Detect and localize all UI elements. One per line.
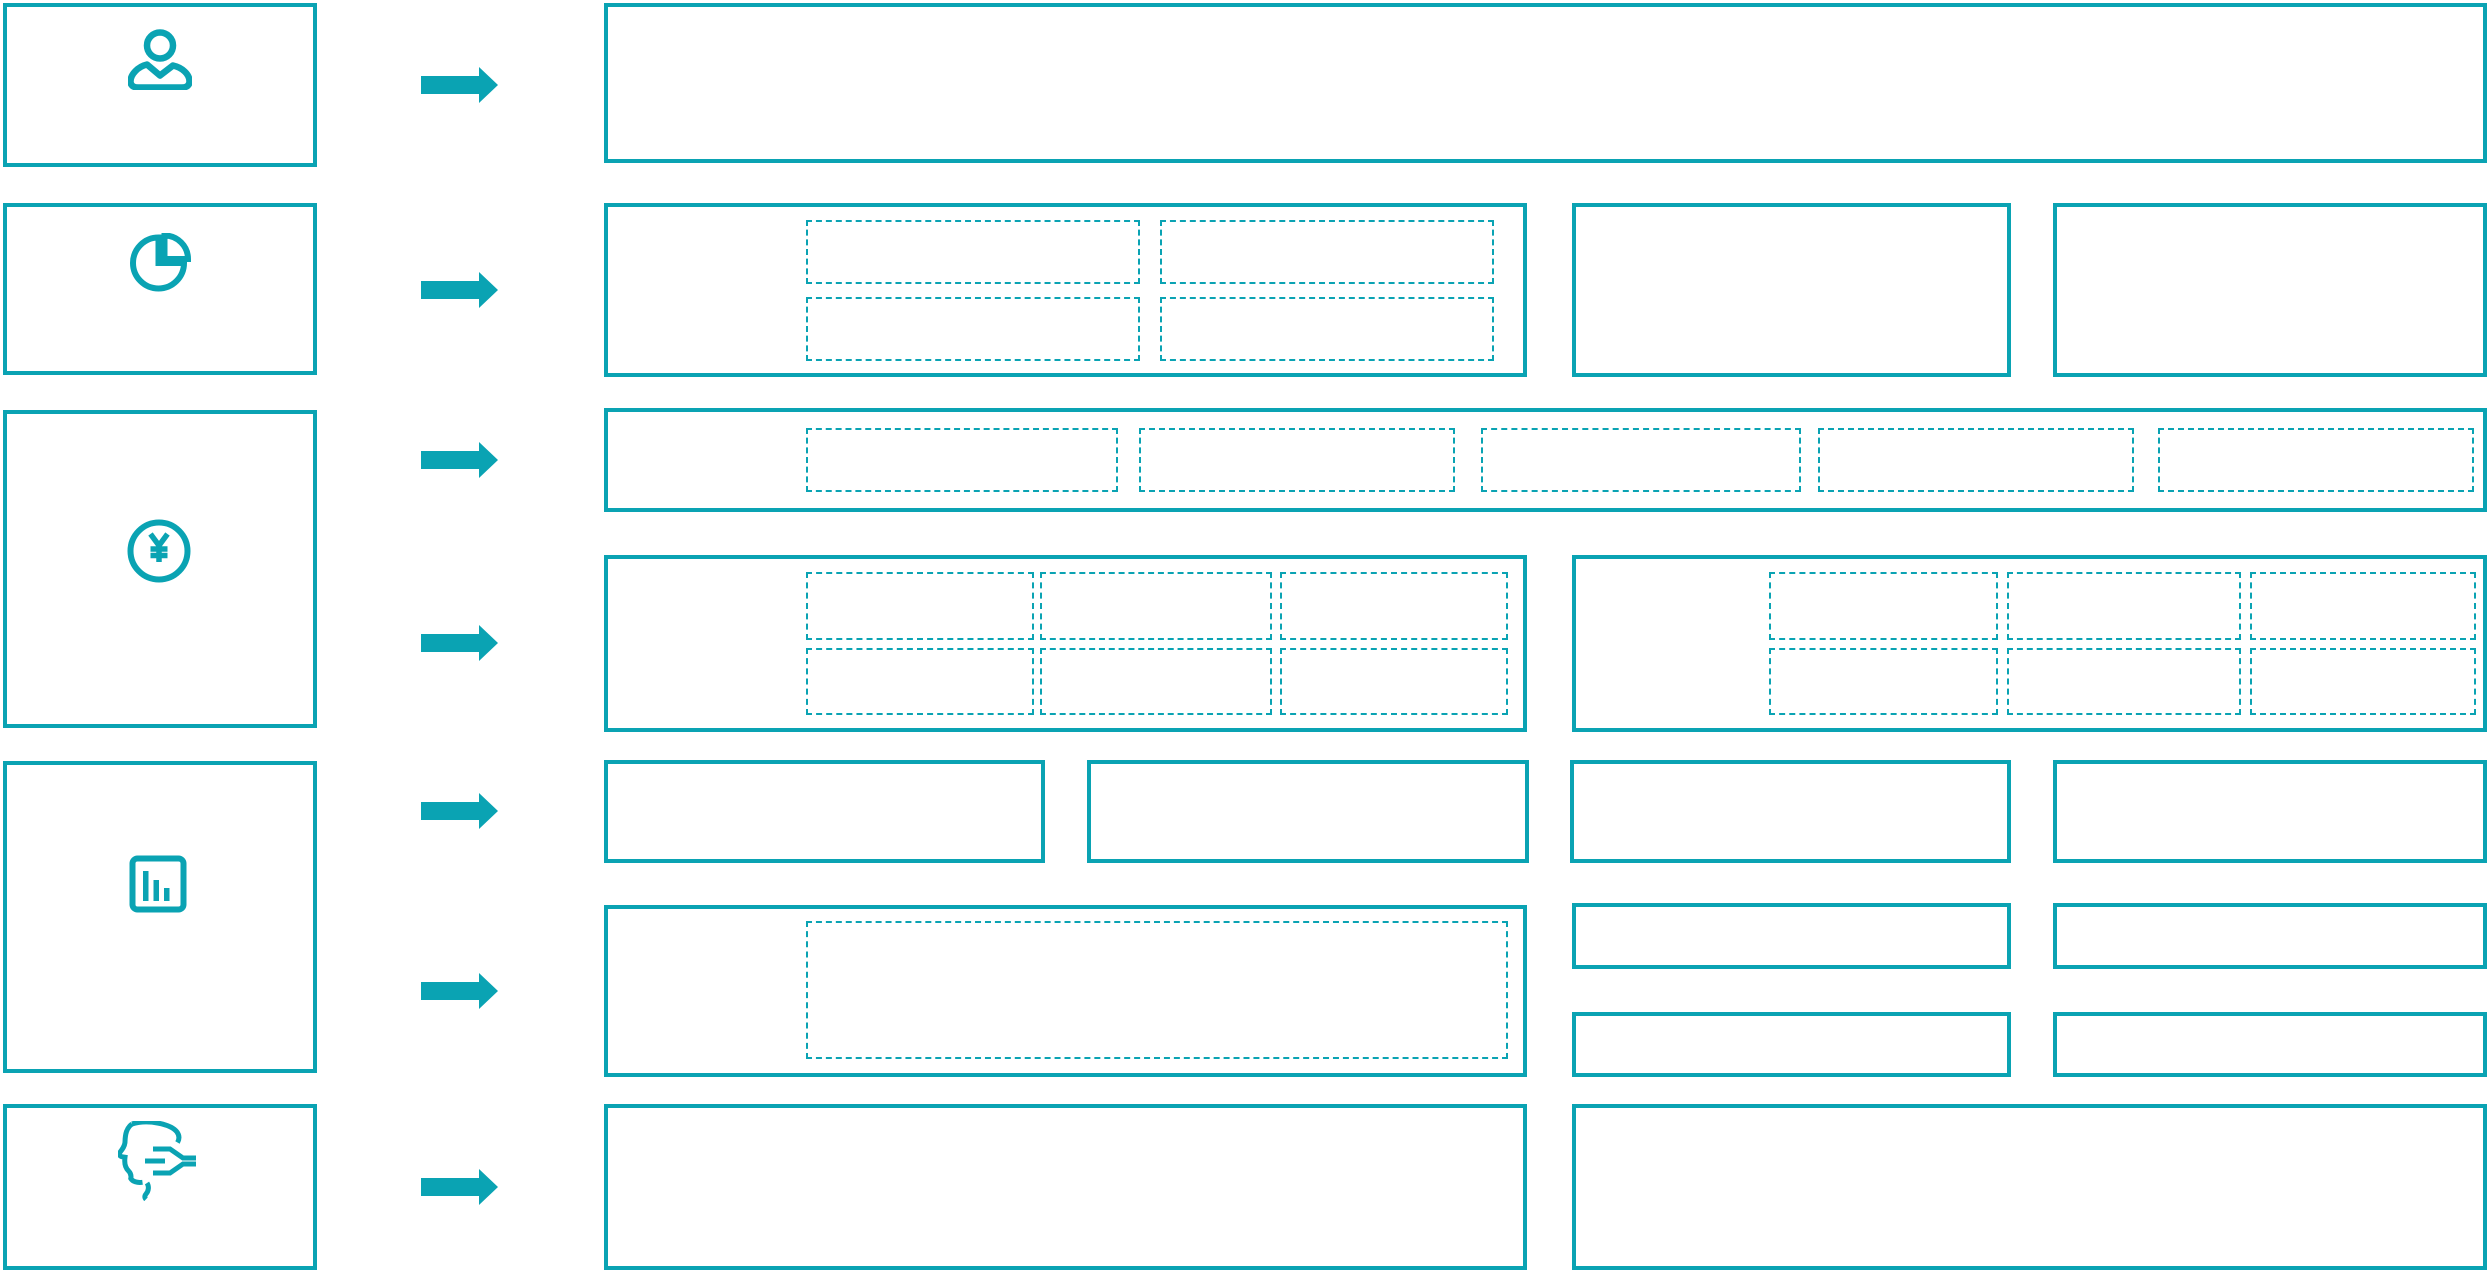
- output-panel-row3-grid-left: [604, 555, 1527, 732]
- output-panel-row1: [604, 3, 2487, 163]
- head-profile-icon: [118, 1121, 198, 1201]
- placeholder-slot: [1280, 572, 1508, 640]
- placeholder-slot: [1040, 572, 1272, 640]
- output-panel-row4-detail: [604, 905, 1527, 1077]
- placeholder-slot: [1160, 297, 1494, 361]
- output-panel-row5-right: [1572, 1104, 2487, 1270]
- output-panel-row5-left: [604, 1104, 1527, 1270]
- bar-chart-icon: [129, 855, 187, 913]
- output-panel-row4-q4: [2053, 760, 2487, 863]
- output-panel-row2-main: [604, 203, 1527, 377]
- placeholder-slot: [2007, 572, 2241, 640]
- right-arrow-icon: [421, 442, 498, 478]
- right-arrow-icon: [421, 973, 498, 1009]
- placeholder-slot: [1769, 572, 1998, 640]
- right-arrow-icon: [421, 272, 498, 308]
- right-arrow-icon: [421, 1169, 498, 1205]
- placeholder-slot: [806, 572, 1034, 640]
- placeholder-slot: [1769, 648, 1998, 715]
- placeholder-slot: [1481, 428, 1801, 492]
- output-panel-row4-small-2: [2053, 903, 2487, 969]
- output-panel-row4-small-4: [2053, 1012, 2487, 1077]
- output-panel-row3-grid-right: [1572, 555, 2487, 732]
- placeholder-slot: [2158, 428, 2474, 492]
- flow-arrow-7: [421, 1168, 499, 1206]
- placeholder-slot: [806, 297, 1140, 361]
- flow-arrow-2: [421, 271, 499, 309]
- placeholder-slot: [2007, 648, 2241, 715]
- placeholder-slot: [1280, 648, 1508, 715]
- flow-arrow-5: [421, 792, 499, 830]
- flow-arrow-1: [421, 66, 499, 104]
- placeholder-slot: [1139, 428, 1455, 492]
- placeholder-slot: [2250, 648, 2476, 715]
- stage-box-head: [3, 1104, 317, 1270]
- placeholder-slot: [806, 921, 1508, 1059]
- placeholder-slot: [2250, 572, 2476, 640]
- output-panel-row4-small-3: [1572, 1012, 2011, 1077]
- output-panel-row3-strip: [604, 408, 2487, 512]
- flow-arrow-3: [421, 441, 499, 479]
- output-panel-row4-q1: [604, 760, 1045, 863]
- placeholder-slot: [806, 220, 1140, 284]
- right-arrow-icon: [421, 793, 498, 829]
- user-icon: [128, 26, 192, 90]
- placeholder-slot: [806, 648, 1034, 715]
- placeholder-slot: [1040, 648, 1272, 715]
- output-panel-row4-q3: [1570, 760, 2011, 863]
- output-panel-row4-q2: [1087, 760, 1529, 863]
- stage-box-yen: [3, 410, 317, 728]
- output-panel-row2-side2: [2053, 203, 2487, 377]
- right-arrow-icon: [421, 67, 498, 103]
- right-arrow-icon: [421, 625, 498, 661]
- yen-coin-icon: [127, 519, 191, 583]
- placeholder-slot: [1818, 428, 2134, 492]
- output-panel-row2-side1: [1572, 203, 2011, 377]
- placeholder-slot: [806, 428, 1118, 492]
- placeholder-slot: [1160, 220, 1494, 284]
- flow-arrow-6: [421, 972, 499, 1010]
- output-panel-row4-small-1: [1572, 903, 2011, 969]
- stage-box-bar-chart: [3, 761, 317, 1073]
- flow-arrow-4: [421, 624, 499, 662]
- pie-chart-icon: [129, 233, 191, 293]
